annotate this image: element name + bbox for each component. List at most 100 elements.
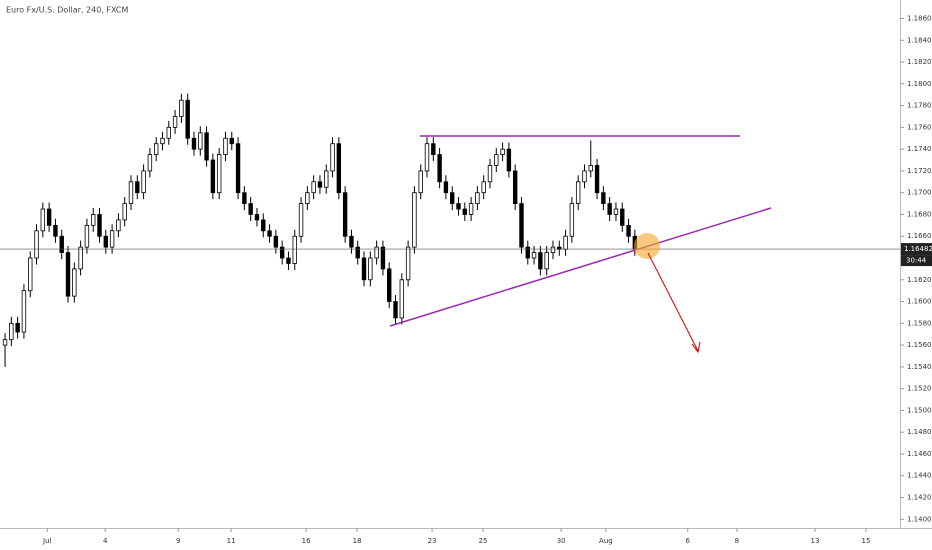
- x-tick-label: 11: [227, 537, 236, 545]
- candle-body: [475, 192, 480, 204]
- plot-area: [0, 93, 900, 367]
- candle-body: [91, 214, 96, 226]
- x-tick-label: 30: [557, 537, 566, 545]
- countdown-label: 30:44: [906, 257, 927, 265]
- candle-body: [601, 192, 606, 204]
- y-tick-label: 1.16000: [907, 298, 932, 306]
- candle-body: [292, 235, 297, 264]
- x-tick-label: Jul: [42, 537, 52, 545]
- x-tick-label: 9: [176, 537, 180, 545]
- candle-body: [311, 181, 316, 194]
- candle-body: [456, 203, 461, 210]
- y-tick-label: 1.15800: [907, 319, 932, 327]
- candle-body: [273, 235, 279, 248]
- candle-body: [40, 208, 46, 232]
- candle-body: [462, 208, 468, 215]
- candle-body: [374, 246, 379, 259]
- candle-body: [59, 235, 64, 253]
- candle-body: [198, 132, 203, 150]
- candle-body: [179, 99, 184, 117]
- candle-body: [116, 219, 121, 232]
- candle-body: [531, 252, 537, 259]
- candle-body: [399, 279, 405, 319]
- candle-body: [519, 203, 524, 248]
- candle-body: [405, 246, 411, 281]
- candle-body: [223, 137, 228, 155]
- candle-body: [166, 126, 171, 139]
- candle-body: [242, 192, 247, 204]
- candle-body: [122, 203, 127, 221]
- candle-body: [468, 203, 474, 215]
- candle-body: [235, 143, 241, 194]
- x-tick-label: 15: [862, 537, 871, 545]
- candle-body: [72, 268, 77, 297]
- candle-body: [267, 230, 272, 237]
- candle-body: [481, 181, 486, 194]
- candle-body: [387, 268, 392, 302]
- candle-body: [135, 181, 140, 194]
- last-price-box: [901, 243, 932, 256]
- candle-body: [53, 224, 58, 237]
- candle-body: [575, 181, 581, 204]
- y-tick-label: 1.16200: [907, 276, 932, 284]
- y-tick-label: 1.15400: [907, 363, 932, 371]
- candle-body: [28, 257, 33, 292]
- candle-body: [443, 181, 449, 194]
- candle-body: [254, 214, 260, 221]
- candle-body: [103, 235, 109, 248]
- y-tick-label: 1.17800: [907, 102, 932, 110]
- candle-body: [84, 224, 90, 248]
- candle-body: [317, 181, 323, 188]
- candle-body: [368, 257, 373, 281]
- candle-body: [2, 339, 8, 346]
- candle-body: [538, 252, 543, 270]
- y-tick-label: 1.17000: [907, 189, 932, 197]
- drawings: [389, 135, 772, 354]
- candle-body: [9, 322, 14, 341]
- candle-body: [594, 165, 600, 194]
- last-price-label: 1.16482: [904, 245, 932, 253]
- x-tick-label: 6: [686, 537, 691, 545]
- x-tick-label: 23: [428, 537, 437, 545]
- support-trendline: [389, 207, 772, 327]
- candle-body: [494, 154, 499, 166]
- candle-body: [204, 132, 209, 161]
- x-tick-label: 16: [302, 537, 311, 545]
- candle-body: [21, 290, 27, 333]
- x-tick-label: 4: [103, 537, 108, 545]
- candle-body: [15, 322, 20, 333]
- candle-body: [78, 246, 83, 270]
- candle-body: [336, 143, 342, 194]
- candle-body: [109, 230, 115, 248]
- candle-body: [342, 192, 348, 237]
- candle-body: [65, 252, 71, 297]
- candle-body: [229, 137, 234, 145]
- candle-body: [185, 99, 190, 139]
- candle-body: [141, 170, 146, 194]
- y-tick-label: 1.17400: [907, 145, 932, 153]
- candle-body: [588, 165, 593, 172]
- y-tick-label: 1.15200: [907, 385, 932, 393]
- y-tick-label: 1.18600: [907, 15, 932, 23]
- candle-body: [210, 159, 216, 194]
- candle-body: [172, 116, 178, 128]
- candle-body: [500, 148, 505, 155]
- candle-body: [525, 246, 530, 259]
- candle-body: [487, 165, 493, 183]
- candle-body: [380, 246, 386, 270]
- candle-body: [330, 143, 335, 172]
- y-tick-label: 1.14400: [907, 472, 932, 480]
- candle-body: [418, 170, 423, 194]
- candle-body: [431, 143, 436, 155]
- candle-body: [97, 214, 102, 237]
- candle-body: [582, 170, 587, 183]
- candle-body: [424, 143, 430, 172]
- y-tick-label: 1.18400: [907, 36, 932, 44]
- x-tick-label: 18: [353, 537, 362, 545]
- highlight-circle: [634, 233, 660, 259]
- candle-body: [412, 192, 417, 248]
- y-tick-label: 1.14000: [907, 515, 932, 523]
